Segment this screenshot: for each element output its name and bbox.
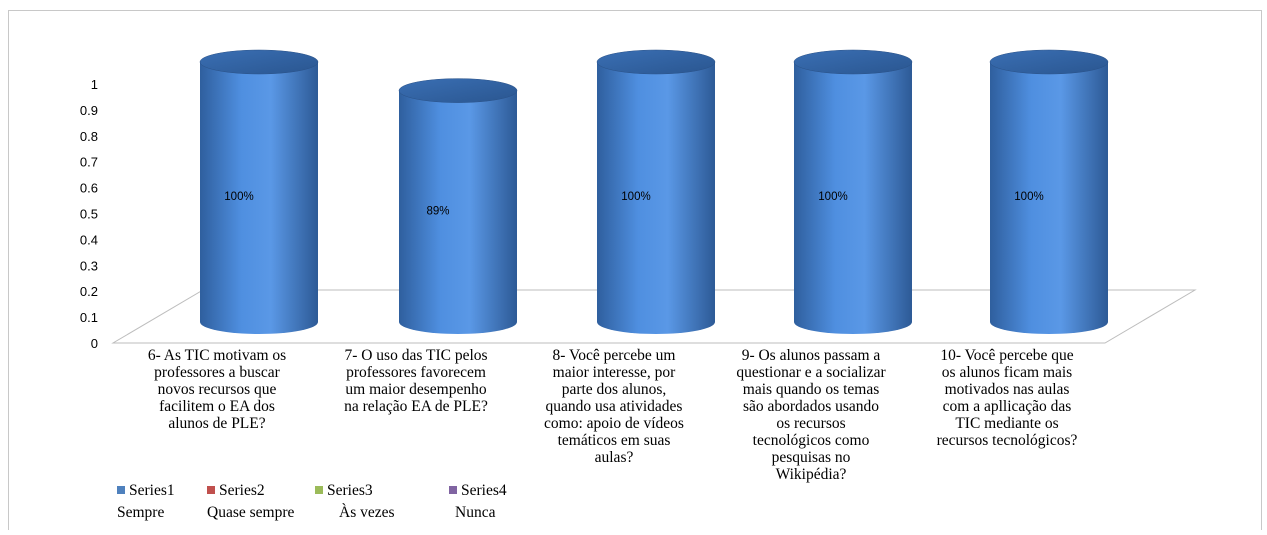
bar-body [794,62,912,334]
legend-label: Series4 [461,482,507,499]
y-tick-label: 0 [91,336,98,351]
x-tick-label: 7- O uso das TIC pelos professores favore… [344,347,488,415]
legend-swatch [449,486,457,494]
bar-cap [398,78,518,103]
legend-entry: Series1 [117,482,175,500]
bar-body [990,62,1108,334]
floor-outline [111,289,1197,344]
bar: 89% [398,78,518,334]
bar-series-1: 100% 89% 100% 100% 100% [199,49,1109,334]
legend-label: Series2 [219,482,265,499]
x-tick-label: 9- Os alunos passam a questionar e a soci… [736,347,886,483]
x-tick-label: 8- Você percebe um maior interesse, por pa… [544,347,684,466]
bar-cap [793,49,913,75]
legend-sublabel: Quase sempre [207,504,295,521]
y-tick-label: 0.2 [80,284,98,299]
legend-swatch [207,486,215,494]
bar-body [597,62,715,334]
bar: 100% [199,49,319,334]
x-tick-label: 6- As TIC motivam os professores a buscar… [147,347,287,432]
y-tick-label: 0.7 [80,155,98,170]
bar-cap [989,49,1109,75]
legend-entry: Series4 [449,482,507,500]
bar-body [399,90,517,334]
legend-sublabel: Sempre [117,504,165,521]
y-tick-label: 0.8 [80,129,98,144]
y-tick-label: 0.9 [80,103,98,118]
bar: 100% [596,49,716,334]
bar-cap [199,49,319,75]
data-label: 89% [426,205,449,217]
data-label: 100% [621,191,650,203]
y-tick-label: 0.6 [80,181,98,196]
legend-swatch [315,486,323,494]
legend-entry: Series3 [315,482,373,500]
chart-floor [111,289,1197,344]
chart-frame [8,10,1262,530]
legend-sublabel: Às vezes [339,504,395,521]
data-label: 100% [1014,191,1043,203]
legend-entry: Series2 [207,482,265,500]
data-label: 100% [224,191,253,203]
y-tick-label: 0.3 [80,258,98,273]
x-tick-label: 10- Você percebe que os alunos ficam mais… [936,347,1078,449]
y-axis: 0 0.1 0.2 0.3 0.4 0.5 0.6 0.7 0.8 0.9 1 [80,77,98,351]
y-tick-label: 0.1 [80,310,98,325]
y-tick-label: 0.5 [80,207,98,222]
legend-label: Series1 [129,482,175,499]
bar-cap [596,49,716,75]
data-label: 100% [818,191,847,203]
legend-swatch [117,486,125,494]
bar: 100% [989,49,1109,334]
y-tick-label: 1 [91,77,98,92]
y-tick-label: 0.4 [80,232,98,247]
bar-body [200,62,318,334]
legend-label: Series3 [327,482,373,499]
bar: 100% [793,49,913,334]
legend-sublabel: Nunca [455,504,496,521]
